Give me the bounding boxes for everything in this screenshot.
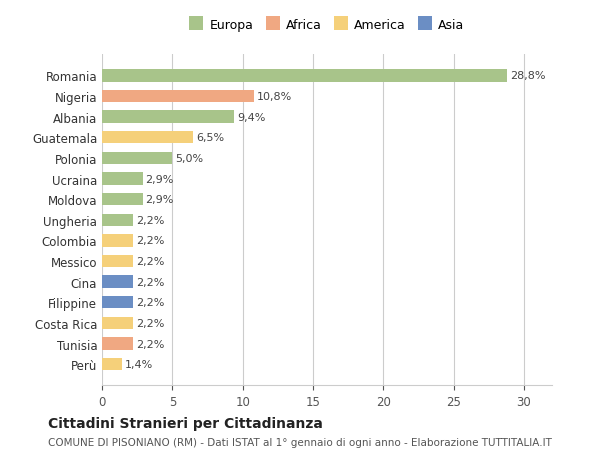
Bar	[102, 194, 143, 206]
Text: 2,2%: 2,2%	[136, 277, 164, 287]
Text: 1,4%: 1,4%	[125, 359, 153, 369]
Text: 2,2%: 2,2%	[136, 215, 164, 225]
Bar	[102, 70, 507, 83]
Text: 9,4%: 9,4%	[237, 112, 265, 123]
Bar	[102, 338, 133, 350]
Bar	[102, 91, 254, 103]
Bar	[102, 317, 133, 330]
Text: 2,2%: 2,2%	[136, 257, 164, 267]
Bar	[102, 214, 133, 226]
Text: 2,2%: 2,2%	[136, 318, 164, 328]
Text: 2,2%: 2,2%	[136, 236, 164, 246]
Bar	[102, 276, 133, 288]
Bar	[102, 173, 143, 185]
Text: 28,8%: 28,8%	[510, 71, 545, 81]
Text: Cittadini Stranieri per Cittadinanza: Cittadini Stranieri per Cittadinanza	[48, 416, 323, 430]
Bar	[102, 152, 172, 165]
Text: 2,2%: 2,2%	[136, 297, 164, 308]
Text: 10,8%: 10,8%	[257, 92, 292, 102]
Bar	[102, 297, 133, 309]
Bar	[102, 235, 133, 247]
Text: 2,2%: 2,2%	[136, 339, 164, 349]
Text: 5,0%: 5,0%	[175, 154, 203, 163]
Bar	[102, 111, 234, 123]
Legend: Europa, Africa, America, Asia: Europa, Africa, America, Asia	[190, 18, 464, 32]
Text: 2,9%: 2,9%	[146, 195, 174, 205]
Bar	[102, 132, 193, 144]
Bar	[102, 255, 133, 268]
Text: 2,9%: 2,9%	[146, 174, 174, 184]
Bar	[102, 358, 122, 370]
Text: COMUNE DI PISONIANO (RM) - Dati ISTAT al 1° gennaio di ogni anno - Elaborazione : COMUNE DI PISONIANO (RM) - Dati ISTAT al…	[48, 437, 552, 447]
Text: 6,5%: 6,5%	[196, 133, 224, 143]
